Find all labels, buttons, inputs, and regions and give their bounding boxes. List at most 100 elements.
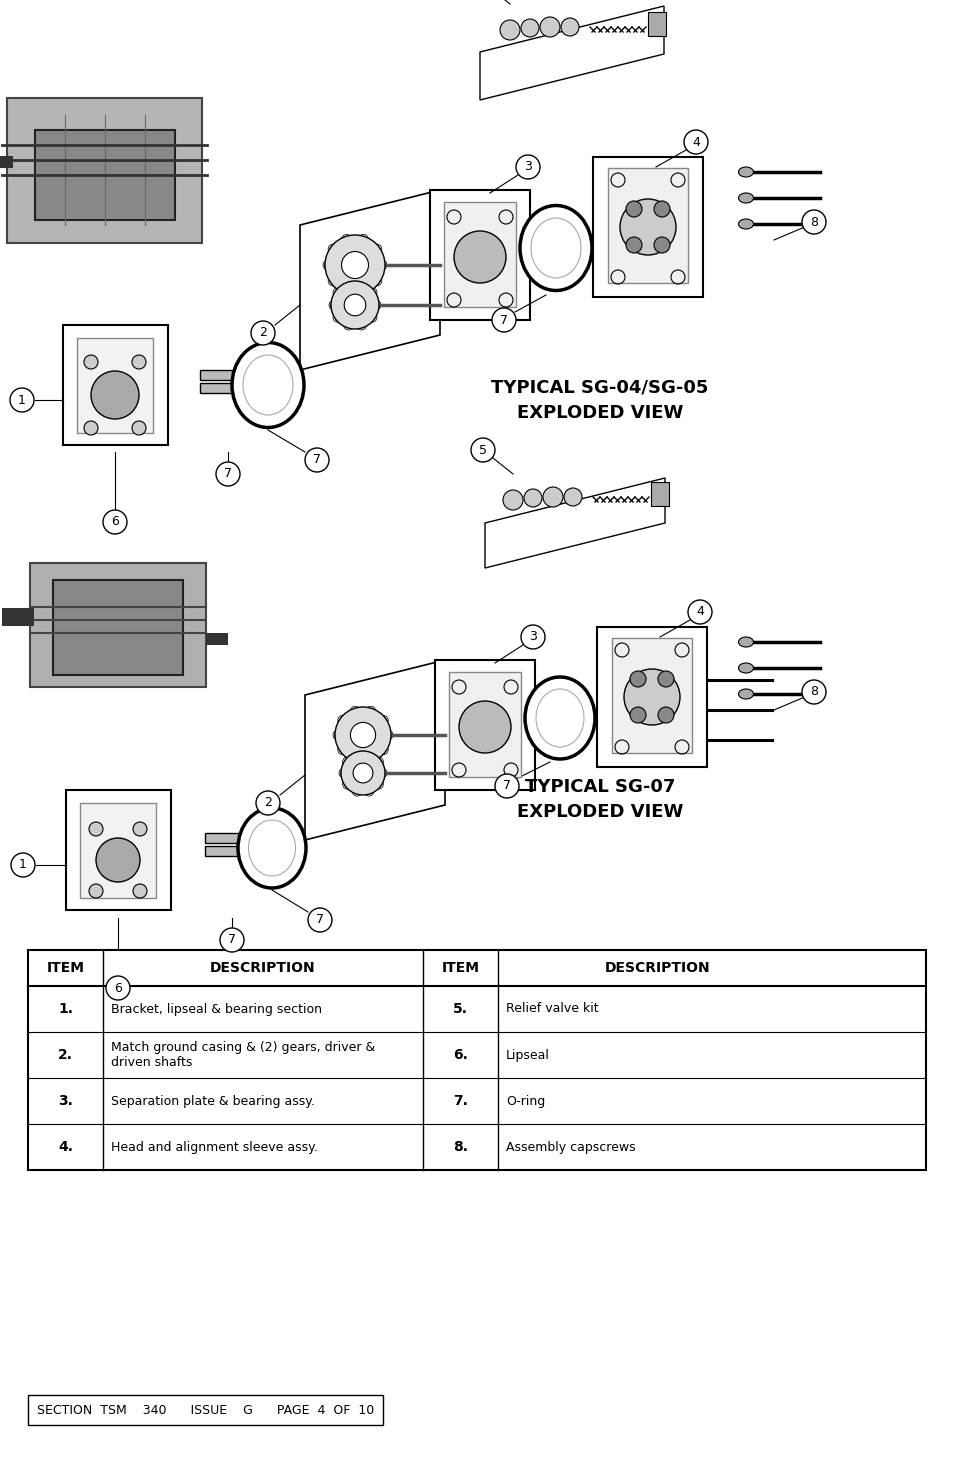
Text: TYPICAL SG-07
EXPLODED VIEW: TYPICAL SG-07 EXPLODED VIEW — [517, 779, 682, 822]
Circle shape — [629, 707, 645, 723]
Circle shape — [502, 490, 522, 510]
Circle shape — [323, 260, 333, 270]
Circle shape — [801, 680, 825, 704]
Circle shape — [89, 884, 103, 898]
Circle shape — [367, 313, 376, 323]
Text: 4: 4 — [696, 606, 703, 618]
Text: 7.: 7. — [453, 1094, 468, 1108]
Circle shape — [458, 701, 511, 754]
Circle shape — [251, 322, 274, 345]
Circle shape — [377, 715, 388, 726]
Text: 7: 7 — [228, 934, 235, 947]
Circle shape — [365, 707, 375, 717]
Circle shape — [623, 670, 679, 726]
Text: 6.: 6. — [453, 1049, 468, 1062]
Circle shape — [352, 786, 362, 797]
Circle shape — [341, 252, 368, 279]
Circle shape — [132, 355, 146, 369]
Text: 7: 7 — [315, 913, 324, 926]
Text: O-ring: O-ring — [505, 1094, 545, 1108]
Ellipse shape — [738, 662, 753, 673]
Circle shape — [350, 723, 375, 748]
Circle shape — [523, 490, 541, 507]
Bar — [28, 950, 925, 1170]
Circle shape — [654, 237, 669, 254]
Circle shape — [371, 299, 380, 310]
Circle shape — [342, 757, 353, 767]
Circle shape — [340, 751, 385, 795]
Circle shape — [560, 18, 578, 35]
Text: DESCRIPTION: DESCRIPTION — [604, 962, 710, 975]
Text: 2.: 2. — [58, 1049, 73, 1062]
Text: 4.: 4. — [58, 1140, 73, 1153]
Text: 1: 1 — [19, 858, 27, 872]
Bar — [435, 659, 535, 791]
Circle shape — [333, 288, 343, 298]
Circle shape — [520, 625, 544, 649]
Circle shape — [658, 671, 673, 687]
Text: 3: 3 — [529, 630, 537, 643]
Circle shape — [220, 928, 244, 951]
Circle shape — [365, 754, 375, 764]
Circle shape — [353, 763, 373, 783]
Bar — [77, 338, 152, 434]
Bar — [35, 130, 174, 220]
Circle shape — [333, 313, 343, 323]
Text: TYPICAL SG-04/SG-05
EXPLODED VIEW: TYPICAL SG-04/SG-05 EXPLODED VIEW — [491, 379, 708, 422]
Bar — [612, 639, 691, 754]
Text: Head and alignment sleeve assy.: Head and alignment sleeve assy. — [111, 1140, 317, 1153]
Text: Bracket, lipseal & bearing section: Bracket, lipseal & bearing section — [111, 1003, 322, 1015]
Text: 3.: 3. — [58, 1094, 72, 1108]
Circle shape — [654, 201, 669, 217]
Ellipse shape — [738, 167, 753, 177]
Circle shape — [91, 372, 139, 419]
Circle shape — [363, 749, 374, 760]
Bar — [443, 202, 516, 307]
Bar — [205, 847, 245, 856]
Ellipse shape — [524, 677, 595, 760]
Circle shape — [11, 853, 35, 878]
Circle shape — [132, 822, 147, 836]
Bar — [593, 156, 702, 296]
Ellipse shape — [248, 820, 295, 876]
Text: 1: 1 — [18, 394, 26, 407]
Circle shape — [89, 822, 103, 836]
Circle shape — [499, 21, 519, 40]
Circle shape — [308, 909, 332, 932]
Circle shape — [363, 786, 374, 797]
Text: Lipseal: Lipseal — [505, 1049, 549, 1062]
Circle shape — [358, 235, 368, 245]
Circle shape — [376, 260, 387, 270]
Circle shape — [625, 201, 641, 217]
Bar — [647, 12, 665, 35]
Ellipse shape — [738, 637, 753, 648]
Ellipse shape — [519, 205, 592, 291]
Polygon shape — [484, 478, 664, 568]
Text: Assembly capscrews: Assembly capscrews — [505, 1140, 635, 1153]
Circle shape — [305, 448, 329, 472]
Ellipse shape — [738, 689, 753, 699]
Circle shape — [328, 276, 337, 286]
Text: 2: 2 — [264, 796, 272, 810]
Text: 7: 7 — [313, 453, 320, 466]
Circle shape — [338, 768, 349, 777]
Ellipse shape — [243, 355, 293, 414]
Circle shape — [335, 707, 391, 763]
Bar — [200, 384, 240, 392]
Circle shape — [367, 288, 376, 298]
Circle shape — [454, 232, 505, 283]
Text: Relief valve kit: Relief valve kit — [505, 1003, 598, 1015]
Text: 6: 6 — [111, 515, 119, 528]
Circle shape — [84, 355, 98, 369]
Bar — [430, 190, 530, 320]
Circle shape — [329, 299, 338, 310]
Text: 5: 5 — [478, 444, 486, 456]
Circle shape — [343, 320, 354, 330]
Text: ITEM: ITEM — [47, 962, 85, 975]
Bar — [8, 97, 202, 242]
Circle shape — [492, 308, 516, 332]
Circle shape — [377, 745, 388, 755]
Bar — [650, 482, 668, 506]
Circle shape — [343, 280, 354, 291]
Circle shape — [84, 420, 98, 435]
